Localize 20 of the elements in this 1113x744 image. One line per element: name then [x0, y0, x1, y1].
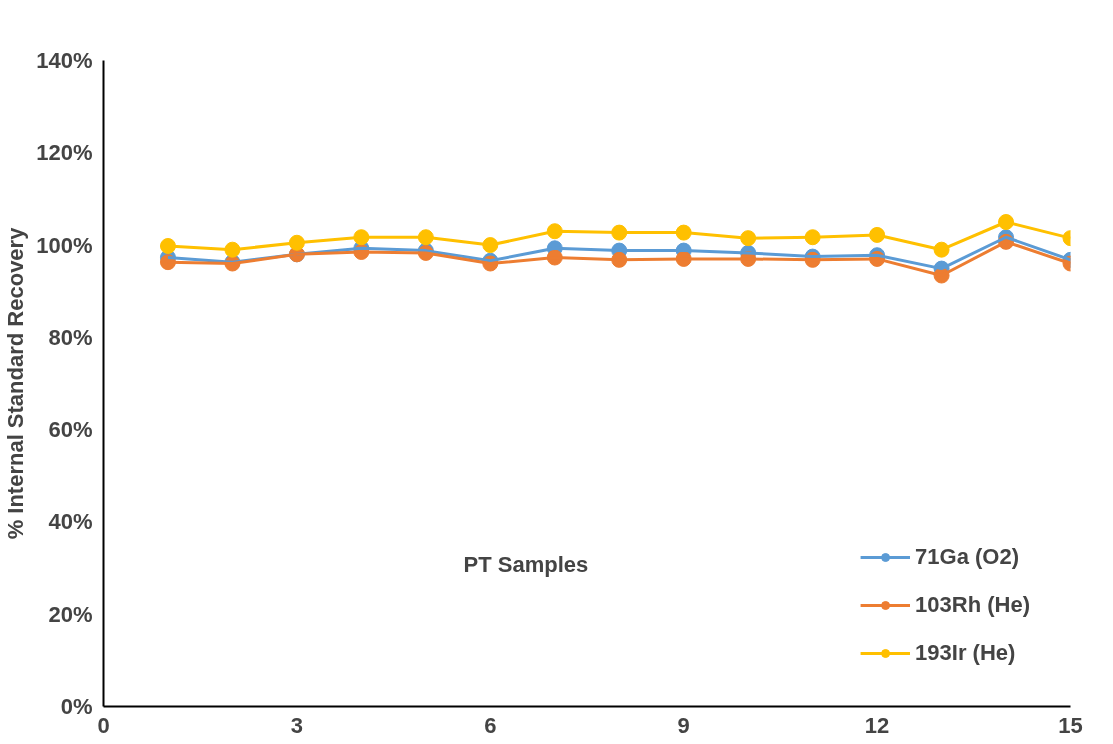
- y-tick-label: 0%: [60, 694, 93, 719]
- x-tick-label: 15: [1058, 712, 1083, 738]
- x-tick-label: 9: [677, 712, 690, 738]
- x-tick-label: 12: [864, 712, 890, 738]
- annotation: PT Samples: [463, 551, 589, 577]
- x-tick-label: 6: [484, 712, 497, 738]
- y-tick-label: 60%: [48, 417, 93, 443]
- point: [159, 238, 176, 254]
- y-tick-label: 100%: [36, 232, 93, 258]
- x-tick-label: 0: [97, 712, 110, 738]
- y-tick-label: 40%: [48, 509, 93, 535]
- legend-label: 71Ga (O2): [915, 544, 1020, 570]
- y-axis-title: % Internal Standard Recovery: [3, 226, 29, 540]
- legend-label: 103Rh (He): [915, 592, 1030, 618]
- y-tick-label: 140%: [36, 48, 93, 73]
- y-tick-label: 120%: [36, 140, 93, 166]
- legend-label: 193Ir (He): [915, 640, 1016, 666]
- y-tick-label: 80%: [48, 324, 93, 350]
- x-tick-label: 3: [290, 712, 304, 738]
- y-tick-label: 20%: [48, 601, 93, 627]
